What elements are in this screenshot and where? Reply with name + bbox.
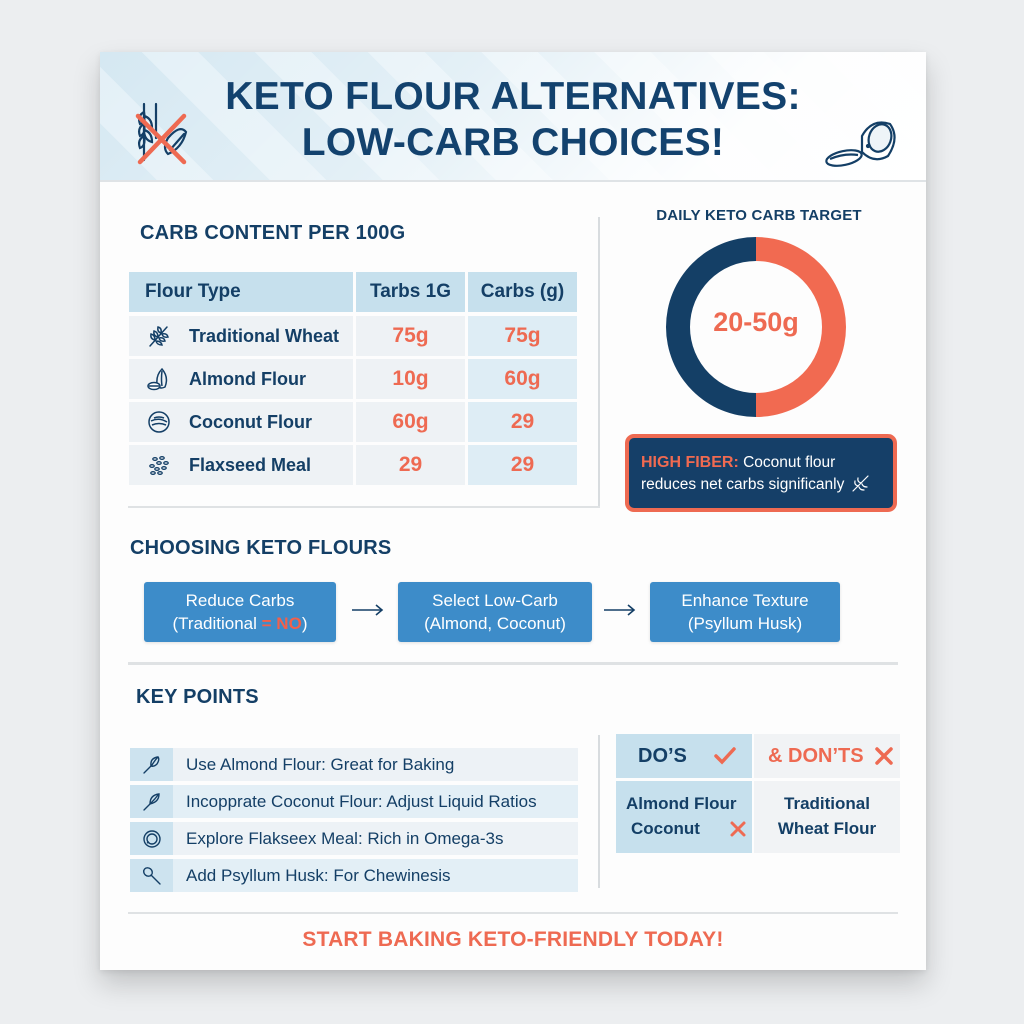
step-sublabel: (Traditional: [172, 614, 262, 633]
step-no-highlight: = NO: [261, 614, 302, 633]
arrow-right-icon: [604, 604, 636, 616]
step-sublabel-close: ): [301, 614, 308, 633]
carb-table-title: CARB CONTENT PER 100G: [140, 222, 406, 244]
dos-item: Almond Flour: [626, 794, 737, 813]
title-line-2: LOW-CARB CHOICES!: [301, 121, 725, 164]
carb-value: 75g: [504, 324, 541, 347]
footer-divider: [128, 912, 898, 914]
flour-name: Traditional Wheat: [189, 325, 340, 346]
vertical-divider: [598, 735, 600, 888]
column-header-flour-type: Flour Type: [129, 272, 353, 312]
key-point-text: Incopprate Coconut Flour: Adjust Liquid …: [186, 791, 537, 811]
key-point-text: Explore Flakseex Meal: Rich in Omega-3s: [186, 828, 504, 848]
table-row: Traditional Wheat 75g 75g: [129, 316, 577, 356]
high-fiber-callout: HIGH FIBER: Coconut flour reduces net ca…: [625, 434, 897, 512]
step-label: Select Low-Carb: [432, 591, 558, 610]
x-icon: [874, 747, 893, 765]
wheat-icon: [129, 323, 189, 349]
flow-step-reduce-carbs[interactable]: Reduce Carbs (Traditional = NO): [144, 582, 336, 642]
flour-name: Almond Flour: [189, 368, 306, 389]
step-label: Enhance Texture: [681, 591, 809, 610]
callout-text-2: reduces net carbs significanly: [641, 476, 845, 493]
callout-highlight: HIGH FIBER:: [641, 454, 739, 471]
donts-item: Wheat Flour: [777, 819, 877, 838]
almond-icon: [129, 366, 189, 392]
table-bottom-divider: [128, 506, 600, 508]
table-row: Coconut Flour 60g 29: [129, 402, 577, 442]
vertical-divider: [598, 217, 600, 507]
column-header-carbs: Carbs (g): [468, 272, 577, 312]
coconut-icon: [130, 822, 173, 855]
header-banner: KETO FLOUR ALTERNATIVES: LOW-CARB CHOICE…: [100, 52, 926, 182]
key-point-text: Use Almond Flour: Great for Baking: [186, 754, 455, 774]
key-points-title: KEY POINTS: [136, 686, 259, 708]
flow-step-enhance-texture[interactable]: Enhance Texture (Psyllum Husk): [650, 582, 840, 642]
donts-label: & DON’TS: [768, 744, 864, 767]
carb-value: 75g: [392, 324, 429, 347]
daily-target-value: 20-50g: [713, 307, 799, 337]
coconut-icon: [129, 409, 189, 435]
flaxseed-icon: [129, 452, 189, 478]
donts-item: Traditional: [784, 794, 870, 813]
list-item: Incopprate Coconut Flour: Adjust Liquid …: [130, 785, 578, 818]
donts-header: & DON’TS: [754, 734, 900, 778]
dos-list: Almond Flour Coconut: [616, 781, 752, 853]
carb-value: 60g: [504, 367, 541, 390]
whisk-icon: [130, 748, 173, 781]
arrow-right-icon: [352, 604, 384, 616]
flour-name: Coconut Flour: [189, 411, 312, 432]
callout-text-1: Coconut flour: [743, 454, 836, 471]
column-header-tarbs: Tarbs 1G: [356, 272, 465, 312]
coconut-almond-icon: [825, 121, 896, 167]
list-item: Explore Flakseex Meal: Rich in Omega-3s: [130, 822, 578, 855]
wheat-sprig-icon: [852, 475, 869, 492]
daily-target-donut: [666, 237, 846, 417]
key-point-text: Add Psyllum Husk: For Chewinesis: [186, 865, 451, 885]
carb-value: 60g: [392, 410, 429, 433]
carb-value: 29: [398, 453, 423, 476]
carb-value: 10g: [392, 367, 429, 390]
section-divider: [128, 662, 898, 665]
step-sublabel: (Almond, Coconut): [424, 614, 566, 633]
step-label: Reduce Carbs: [185, 591, 295, 610]
crossed-out-wheat-icon: [135, 102, 188, 165]
cta-footer: START BAKING KETO-FRIENDLY TODAY!: [302, 928, 724, 951]
whisk-icon: [130, 785, 173, 818]
flour-name: Flaxseed Meal: [189, 454, 312, 475]
daily-target-title: DAILY KETO CARB TARGET: [656, 207, 862, 224]
donts-list: Traditional Wheat Flour: [754, 781, 900, 853]
infographic-card: KETO FLOUR ALTERNATIVES: LOW-CARB CHOICE…: [100, 52, 926, 970]
flow-step-select-low-carb[interactable]: Select Low-Carb (Almond, Coconut): [398, 582, 592, 642]
page-title: KETO FLOUR ALTERNATIVES: LOW-CARB CHOICE…: [100, 74, 926, 166]
table-row: Almond Flour 10g 60g: [129, 359, 577, 399]
carb-table: Flour Type Tarbs 1G Carbs (g) Traditiona…: [129, 272, 577, 488]
step-sublabel: (Psyllum Husk): [687, 614, 803, 633]
flow-title: CHOOSING KETO FLOURS: [130, 537, 392, 559]
table-header-row: Flour Type Tarbs 1G Carbs (g): [129, 272, 577, 312]
dos-header: DO’S: [616, 734, 752, 778]
carb-value: 29: [510, 453, 535, 476]
dos-label: DO’S: [638, 744, 687, 767]
title-line-1: KETO FLOUR ALTERNATIVES:: [225, 75, 801, 118]
x-icon: [730, 821, 746, 837]
dos-item: Coconut: [631, 819, 700, 838]
carb-value: 29: [510, 410, 535, 433]
checkmark-icon: [714, 747, 736, 765]
list-item: Add Psyllum Husk: For Chewinesis: [130, 859, 578, 892]
table-row: Flaxseed Meal 29 29: [129, 445, 577, 485]
list-item: Use Almond Flour: Great for Baking: [130, 748, 578, 781]
spoon-icon: [130, 859, 173, 892]
